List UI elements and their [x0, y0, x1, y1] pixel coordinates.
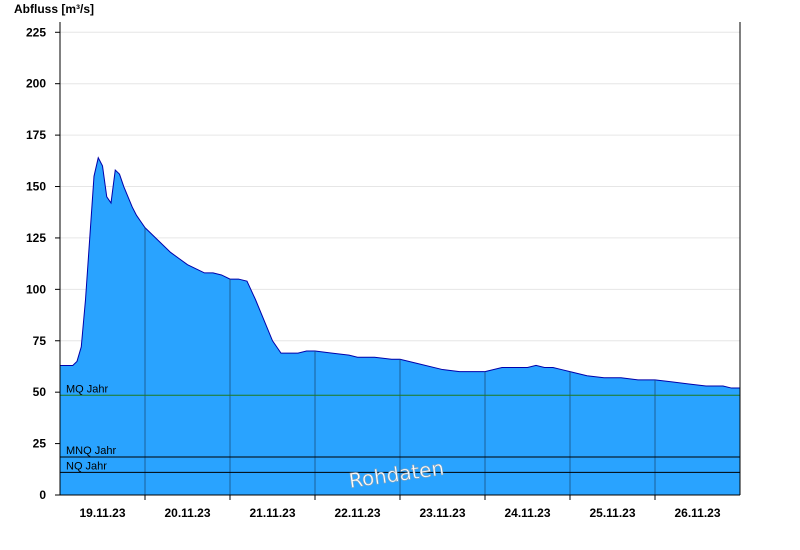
- x-tick-label: 25.11.23: [589, 506, 635, 520]
- axes: [55, 22, 741, 500]
- reference-lines: MQ Jahr MNQ Jahr NQ Jahr: [60, 383, 740, 473]
- x-tick-labels: 19.11.23 20.11.23 21.11.23 22.11.23 23.11.23…: [79, 506, 720, 520]
- y-axis-label: Abfluss [m³/s]: [14, 2, 94, 16]
- y-tick-label: 100: [26, 282, 46, 296]
- day-divider-lines: [144, 227, 656, 495]
- x-tick-label: 22.11.23: [334, 506, 380, 520]
- x-tick-label: 24.11.23: [504, 506, 550, 520]
- y-tick-label: 75: [33, 334, 47, 348]
- y-tick-label: 50: [33, 385, 47, 399]
- x-tick-label: 20.11.23: [164, 506, 210, 520]
- y-tick-label: 25: [33, 437, 47, 451]
- x-tick-label: 26.11.23: [674, 506, 720, 520]
- x-tick-label: 21.11.23: [249, 506, 295, 520]
- reference-line-label: MQ Jahr: [66, 383, 109, 395]
- y-tick-label: 0: [39, 488, 46, 502]
- y-tick-label: 150: [26, 180, 46, 194]
- x-tick-label: 19.11.23: [79, 506, 125, 520]
- y-tick-labels: 0 25 50 75 100 125 150 175 200 225: [26, 25, 46, 502]
- y-tick-label: 175: [26, 128, 46, 142]
- discharge-line: [60, 156, 740, 389]
- x-tick-label: 23.11.23: [419, 506, 465, 520]
- y-tick-label: 125: [26, 231, 46, 245]
- y-tick-label: 200: [26, 77, 46, 91]
- reference-line-label: MNQ Jahr: [66, 445, 116, 457]
- y-tick-label: 225: [26, 25, 46, 39]
- reference-line-label: NQ Jahr: [66, 460, 107, 472]
